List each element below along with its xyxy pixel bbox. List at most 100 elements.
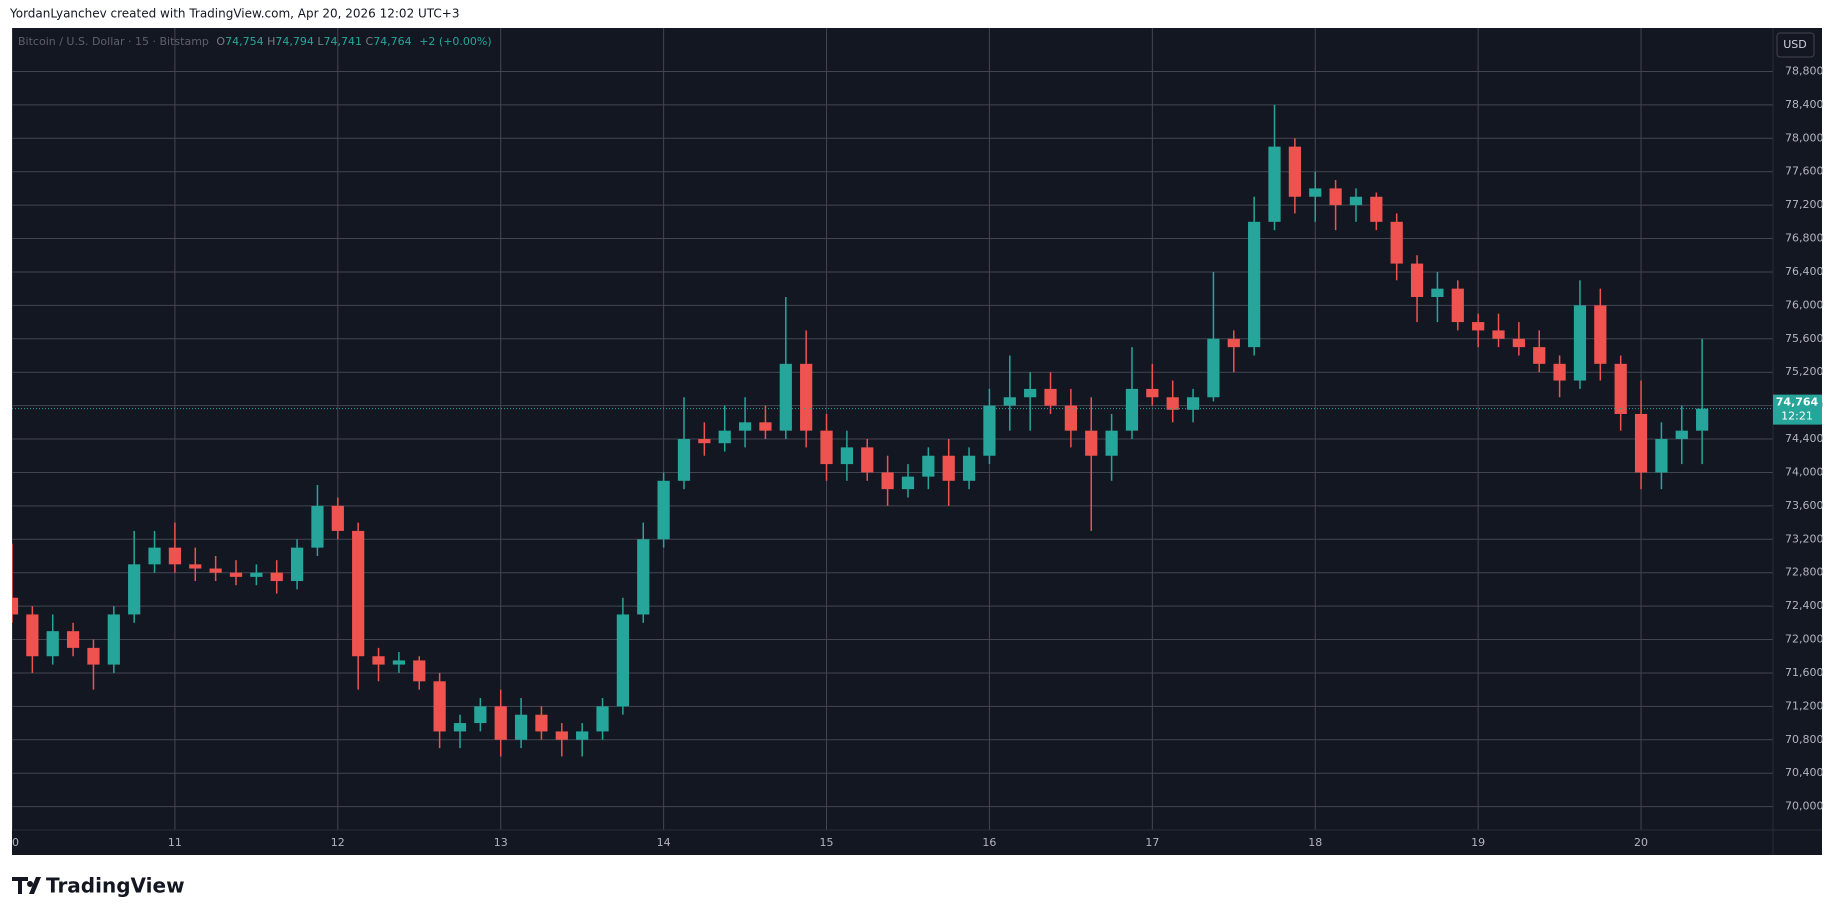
candle-body	[392, 660, 406, 665]
candle-body	[87, 647, 100, 665]
candle-body	[1166, 397, 1179, 410]
candle-body	[576, 731, 589, 740]
candle-body	[962, 455, 976, 481]
x-tick-label: 20	[1634, 836, 1648, 849]
countdown: 12:21	[1781, 410, 1813, 423]
legend-value: 74,794	[275, 35, 314, 48]
legend: Bitcoin / U.S. Dollar · 15 · Bitstamp O 7…	[18, 35, 492, 48]
candle-body	[718, 430, 731, 444]
candle-body	[46, 631, 59, 657]
y-tick-label: 78,400	[1785, 98, 1824, 111]
candle-body	[1512, 338, 1525, 348]
legend-change: +2 (+0.00%)	[419, 35, 491, 48]
y-tick-label: 70,000	[1785, 800, 1824, 813]
legend-key: C	[366, 35, 374, 48]
candle-body	[474, 706, 487, 724]
x-tick-label: 13	[494, 836, 508, 849]
candle-body	[535, 714, 548, 732]
candle-body	[189, 564, 202, 569]
y-tick-label: 74,000	[1785, 465, 1824, 478]
currency-button[interactable]	[1776, 32, 1815, 58]
x-tick-label: 18	[1308, 836, 1322, 849]
logo-mark	[12, 877, 41, 894]
legend-value: 74,741	[324, 35, 363, 48]
candle-body	[1044, 388, 1057, 406]
y-tick-label: 78,000	[1785, 131, 1824, 144]
candle-body	[26, 614, 39, 657]
candle-body	[698, 439, 711, 444]
y-tick-label: 76,800	[1785, 232, 1824, 245]
chart-background	[12, 28, 1822, 855]
candle-body	[1329, 188, 1342, 206]
y-tick-label: 72,400	[1785, 599, 1824, 612]
x-tick-label: 16	[982, 836, 996, 849]
candle-body	[1064, 405, 1077, 431]
y-tick-label: 71,600	[1785, 666, 1824, 679]
grid	[12, 28, 1773, 830]
candle-body	[209, 568, 222, 573]
candle-body	[1410, 263, 1424, 298]
price-tag-label: 74,764	[1776, 396, 1819, 409]
candle-body	[1370, 196, 1383, 222]
x-tick-label: 11	[168, 836, 182, 849]
y-tick-label: 73,600	[1785, 499, 1824, 512]
price-axis: 70,000 70,400 70,800 71,200 71,600 72,000 72,4…	[1785, 64, 1824, 812]
candle-body	[1390, 221, 1403, 264]
candle-body	[759, 422, 772, 431]
candle-body	[514, 714, 528, 740]
currency[interactable]: USD	[1783, 38, 1807, 51]
candle-body	[1288, 146, 1301, 197]
candle-body	[1268, 146, 1281, 222]
candle-body	[107, 614, 120, 665]
candle-body	[12, 597, 19, 615]
candle-body	[1085, 430, 1098, 456]
candle-body	[250, 572, 263, 577]
y-tick-label: 77,200	[1785, 198, 1824, 211]
candle-body	[983, 405, 996, 456]
candle-body	[372, 656, 385, 665]
candle-body	[1349, 196, 1363, 206]
x-tick-label: 15	[820, 836, 834, 849]
candle-body	[66, 631, 80, 648]
candle-body	[1553, 363, 1566, 381]
candle-body	[555, 731, 568, 740]
candle-body	[168, 547, 182, 565]
candle-body	[1227, 338, 1240, 348]
candle-body	[270, 572, 283, 582]
y-tick-label: 73,200	[1785, 532, 1824, 545]
candle-body	[901, 476, 915, 490]
candle-body	[637, 539, 650, 615]
legend-key: O	[216, 35, 225, 48]
candle-body	[1186, 397, 1200, 410]
y-tick-label: 70,400	[1785, 766, 1824, 779]
candle-body	[1533, 347, 1546, 364]
y-tick-label: 76,400	[1785, 265, 1824, 278]
candle-body	[1248, 221, 1261, 348]
candle-body	[1146, 388, 1159, 398]
legend-value: 74,764	[373, 35, 412, 48]
candle-body	[413, 660, 426, 682]
candle-body	[800, 363, 813, 431]
candle-body	[1675, 430, 1688, 440]
candle-body	[290, 547, 304, 582]
y-tick-label: 77,600	[1785, 165, 1824, 178]
candle-body	[922, 455, 935, 477]
time-axis: 10 11 12 13 14 15 16 17 18 19 20	[12, 836, 1648, 849]
candle-body	[128, 564, 141, 615]
y-tick-label: 75,600	[1785, 332, 1824, 345]
candle-body	[1634, 413, 1648, 473]
x-tick-label: 14	[657, 836, 671, 849]
symbol: Bitcoin / U.S. Dollar · 15 · Bitstamp	[18, 35, 209, 48]
candle-body	[311, 505, 324, 548]
y-tick-label: 78,800	[1785, 64, 1824, 77]
candle-body	[881, 472, 894, 490]
candle-body	[1207, 338, 1220, 398]
candle-body	[148, 547, 161, 565]
candle-body	[331, 505, 344, 531]
legend-key: H	[267, 35, 275, 48]
candle-body	[1309, 188, 1322, 197]
candle-body	[1003, 397, 1016, 406]
y-tick-label: 72,000	[1785, 633, 1824, 646]
candle-body	[1492, 330, 1505, 339]
logo: TradingView	[12, 874, 185, 898]
